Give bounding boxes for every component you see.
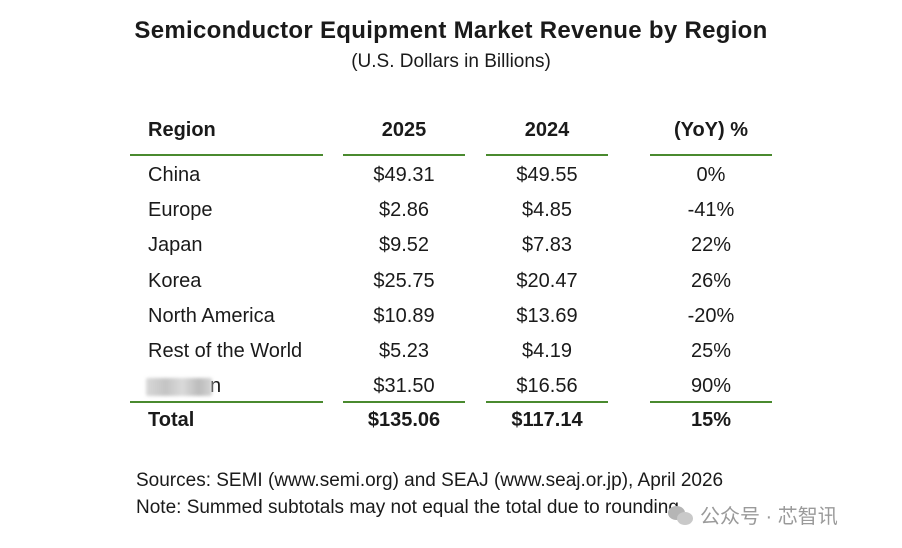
header-yoy: (YoY) % bbox=[673, 119, 749, 141]
header-rule bbox=[343, 154, 465, 156]
rounding-note: Note: Summed subtotals may not equal the… bbox=[136, 497, 685, 518]
row-yoy: -41% bbox=[687, 199, 735, 221]
header-rule bbox=[130, 154, 323, 156]
row-yoy: 25% bbox=[690, 340, 732, 362]
chart-subtitle: (U.S. Dollars in Billions) bbox=[351, 51, 551, 72]
header-region: Region bbox=[148, 119, 216, 141]
row-2024: $16.56 bbox=[516, 375, 578, 397]
total-2024: $117.14 bbox=[511, 409, 583, 431]
row-region: Rest of the World bbox=[148, 340, 303, 362]
row-yoy: 22% bbox=[690, 234, 732, 256]
row-2025: $10.89 bbox=[373, 305, 435, 327]
chart-title: Semiconductor Equipment Market Revenue b… bbox=[134, 17, 768, 44]
row-region: China bbox=[148, 164, 201, 186]
row-region: Korea bbox=[148, 270, 202, 292]
header-2025: 2025 bbox=[381, 119, 427, 141]
total-yoy: 15% bbox=[690, 409, 732, 431]
header-rule bbox=[486, 154, 608, 156]
sources-note: Sources: SEMI (www.semi.org) and SEAJ (w… bbox=[136, 470, 724, 491]
row-yoy: 90% bbox=[690, 375, 732, 397]
row-2024: $7.83 bbox=[521, 234, 573, 256]
row-2024: $4.85 bbox=[521, 199, 573, 221]
watermark: 公众号 · 芯智讯 bbox=[668, 500, 838, 529]
row-2025: $31.50 bbox=[373, 375, 435, 397]
header-rule bbox=[650, 154, 772, 156]
row-2025: $25.75 bbox=[373, 270, 435, 292]
watermark-text: 公众号 · 芯智讯 bbox=[700, 506, 838, 528]
total-rule bbox=[486, 401, 608, 403]
row-yoy: -20% bbox=[687, 305, 735, 327]
row-2025: $2.86 bbox=[378, 199, 430, 221]
row-region: Japan bbox=[148, 234, 203, 256]
row-2025: $5.23 bbox=[378, 340, 430, 362]
row-2024: $4.19 bbox=[521, 340, 573, 362]
total-2025: $135.06 bbox=[367, 409, 441, 431]
header-2024: 2024 bbox=[524, 119, 570, 141]
total-rule bbox=[130, 401, 323, 403]
redacted-region-label bbox=[146, 378, 212, 396]
row-yoy: 0% bbox=[696, 164, 726, 186]
row-region: North America bbox=[148, 305, 275, 327]
row-2025: $49.31 bbox=[373, 164, 435, 186]
total-rule bbox=[650, 401, 772, 403]
row-2024: $49.55 bbox=[516, 164, 578, 186]
row-region: Europe bbox=[148, 199, 213, 221]
row-yoy: 26% bbox=[690, 270, 732, 292]
row-2025: $9.52 bbox=[378, 234, 430, 256]
wechat-icon bbox=[668, 504, 694, 526]
row-region: n bbox=[210, 375, 222, 397]
row-2024: $20.47 bbox=[516, 270, 578, 292]
total-label: Total bbox=[148, 409, 195, 431]
total-rule bbox=[343, 401, 465, 403]
row-2024: $13.69 bbox=[516, 305, 578, 327]
